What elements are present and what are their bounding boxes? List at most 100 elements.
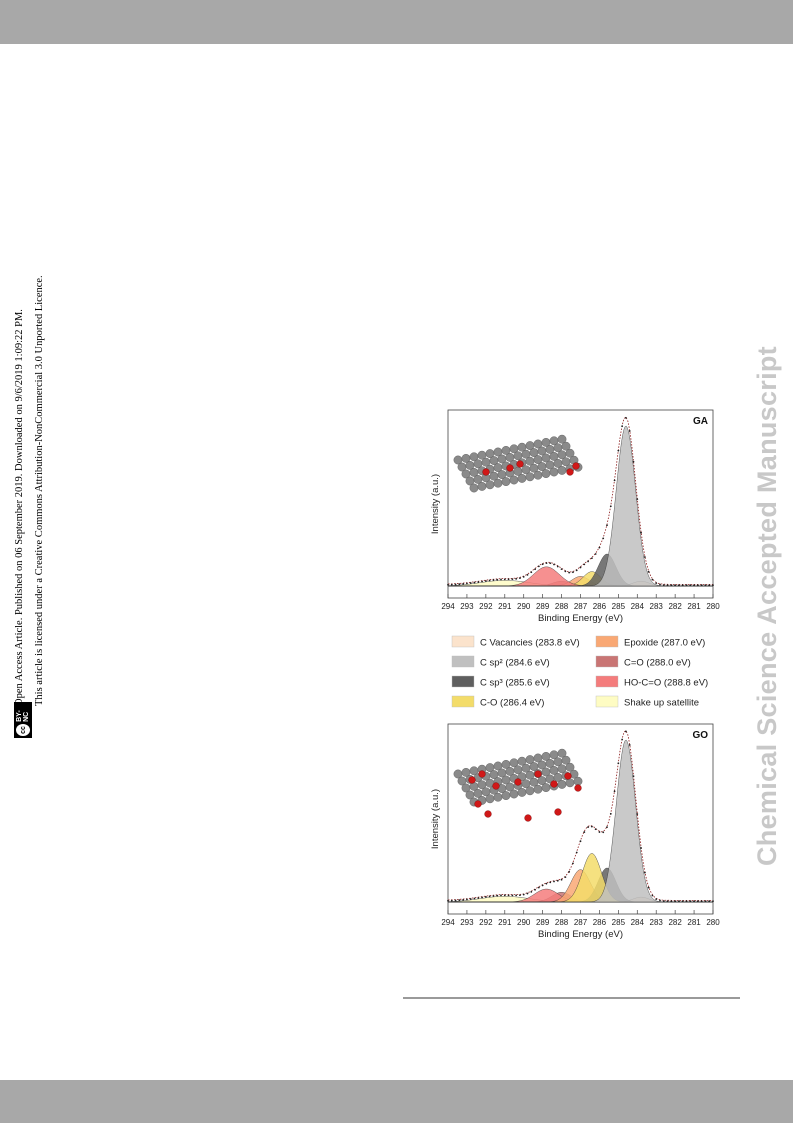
data-point — [590, 557, 593, 560]
data-point — [643, 871, 646, 874]
data-point — [704, 900, 707, 903]
data-point — [530, 891, 533, 893]
x-tick-label: 290 — [517, 602, 531, 611]
data-point — [625, 416, 627, 419]
data-point — [507, 578, 510, 581]
data-point — [484, 580, 487, 582]
x-tick-label: 287 — [574, 918, 588, 927]
data-point — [458, 583, 461, 586]
x-tick-label: 286 — [593, 918, 607, 927]
data-point — [640, 531, 642, 534]
data-point — [590, 825, 593, 828]
legend-label: Epoxide (287.0 eV) — [624, 638, 705, 649]
carbon-atom — [541, 469, 551, 479]
data-point — [693, 584, 695, 587]
x-tick-label: 294 — [441, 918, 455, 927]
carbon-atom — [557, 748, 567, 758]
data-point — [681, 900, 684, 903]
x-tick-label: 293 — [460, 918, 474, 927]
x-tick-label: 289 — [536, 602, 550, 611]
data-point — [530, 571, 533, 574]
xps-panel-go: 294 293 292 291 290 289 288 287 286 285 284 283 282 2… — [430, 723, 720, 940]
data-point — [640, 847, 642, 849]
data-point — [458, 899, 461, 902]
x-axis-label: Binding Energy (eV) — [538, 613, 623, 624]
data-point — [503, 578, 506, 581]
oxygen-atom — [550, 780, 558, 788]
carbon-atom — [477, 482, 487, 491]
x-tick-label: 281 — [687, 918, 701, 927]
data-point — [454, 899, 457, 902]
data-point — [500, 894, 502, 897]
data-point — [496, 578, 499, 581]
oxygen-atom — [506, 464, 514, 472]
carbon-atom — [469, 483, 479, 493]
data-point — [522, 575, 525, 578]
x-tick-label: 280 — [706, 602, 720, 611]
data-point — [602, 831, 605, 834]
data-point — [617, 762, 620, 765]
data-point — [500, 578, 502, 581]
data-point — [575, 851, 578, 854]
data-point — [594, 828, 597, 831]
carbon-atom — [501, 477, 511, 487]
data-point — [560, 568, 563, 570]
legend-label: C-O (286.4 eV) — [480, 698, 544, 709]
data-point — [450, 583, 453, 586]
data-point — [488, 895, 491, 898]
oxygen-atom — [468, 776, 476, 784]
data-point — [579, 840, 582, 843]
data-point — [625, 730, 627, 733]
data-point — [606, 826, 608, 829]
x-tick-label: 287 — [574, 602, 588, 611]
data-point — [696, 584, 699, 587]
data-point — [515, 577, 518, 580]
carbon-atom — [573, 776, 583, 786]
data-point — [511, 894, 514, 897]
cc-license-badge[interactable]: cc BY-NC — [14, 702, 32, 738]
legend-label: C sp² (284.6 eV) — [480, 658, 550, 669]
data-point — [613, 790, 616, 793]
carbon-atom — [485, 480, 495, 490]
data-point — [636, 813, 639, 815]
data-point — [556, 879, 559, 882]
data-point — [693, 900, 695, 903]
carbon-atom — [533, 784, 543, 794]
legend-swatch — [451, 635, 475, 648]
x-tick-label: 282 — [668, 602, 682, 611]
oxygen-atom — [554, 808, 562, 816]
legend-swatch — [451, 675, 475, 688]
data-point — [454, 583, 457, 586]
data-point — [670, 900, 673, 903]
data-point — [594, 553, 597, 555]
legend-swatch — [595, 655, 619, 668]
data-point — [704, 584, 707, 587]
carbon-atom — [541, 783, 551, 792]
peak-component — [448, 425, 713, 587]
data-point — [602, 537, 605, 540]
oxygen-atom — [492, 782, 500, 790]
data-point — [598, 831, 601, 833]
data-point — [655, 898, 658, 901]
data-point — [613, 479, 616, 482]
data-point — [606, 524, 608, 527]
legend: C Vacancies (283.8 eV) Epoxide (287.0 eV)… — [451, 635, 708, 709]
legend-label: C sp³ (285.6 eV) — [480, 678, 550, 689]
data-point — [681, 584, 684, 587]
data-point — [549, 562, 552, 565]
data-point — [587, 826, 589, 828]
x-tick-label: 292 — [479, 602, 493, 611]
licence-link[interactable]: This article is licensed under a Creativ… — [34, 275, 45, 706]
data-point — [484, 896, 487, 898]
carbon-atom — [485, 794, 495, 804]
x-tick-label: 286 — [593, 602, 607, 611]
x-tick-label: 280 — [706, 918, 720, 927]
data-point — [696, 900, 699, 903]
data-point — [659, 583, 661, 586]
data-point — [609, 812, 612, 815]
data-point — [519, 577, 521, 580]
panel-label: GO — [692, 730, 708, 741]
data-point — [466, 582, 468, 585]
legend-label: C Vacancies (283.8 eV) — [480, 638, 580, 649]
x-tick-label: 283 — [650, 918, 664, 927]
